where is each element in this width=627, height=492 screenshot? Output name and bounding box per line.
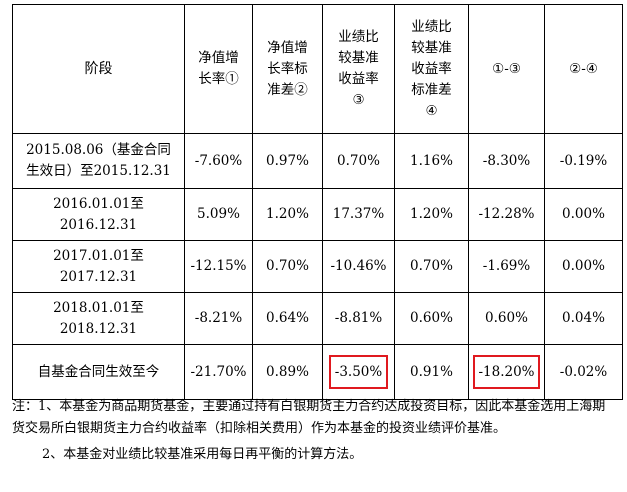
value-cell: -10.46% (322, 240, 395, 293)
header-text: ④ (425, 102, 438, 119)
value-cell: 0.00% (544, 240, 623, 293)
value-cell: 0.04% (544, 292, 623, 345)
stage-text: 2018.01.01至 (53, 299, 144, 316)
stage-text: 2016.01.01至 (53, 195, 144, 212)
header-nav-growth: 净值增 长率① (184, 4, 253, 134)
header-nav-growth-std: 净值增 长率标 准差② (252, 4, 323, 134)
value-cell: 0.91% (394, 344, 469, 400)
value-cell: -12.28% (468, 188, 545, 241)
value-cell: -8.30% (468, 133, 545, 189)
header-row: 阶段 净值增 长率① 净值增 长率标 准差② 业绩比 较基准 收益率 ③ 业绩比… (12, 4, 623, 134)
value-cell: -7.60% (184, 133, 253, 189)
header-text: 业绩比 (338, 29, 379, 45)
value-cell: 0.60% (468, 292, 545, 345)
header-text: 收益率 (411, 60, 452, 77)
header-text: 业绩比 (411, 18, 452, 35)
footnote-2: 2、本基金对业绩比较基准采用每日再平衡的计算方法。 (42, 447, 363, 462)
stage-text: 2016.12.31 (59, 216, 138, 233)
header-text: 阶段 (84, 60, 113, 77)
header-text: 准差② (267, 81, 308, 98)
value-cell: -21.70% (184, 344, 253, 400)
value-cell: 0.97% (252, 133, 323, 189)
value-cell: 0.70% (322, 133, 395, 189)
value-cell: 0.70% (252, 240, 323, 293)
stage-cell: 2018.01.01至 2018.12.31 (12, 292, 185, 345)
table-row: 2017.01.01至 2017.12.31 -12.15% 0.70% -10… (12, 240, 623, 293)
header-text: ②-④ (569, 60, 598, 77)
value-cell: 17.37% (322, 188, 395, 241)
highlight-box: -18.20% (473, 355, 540, 389)
stage-text: 2015.08.06（基金合同 (26, 142, 171, 158)
header-text: 净值增 (267, 39, 308, 56)
value-cell: -18.20% (468, 344, 545, 400)
stage-text: 生效日）至2015.12.31 (26, 163, 171, 179)
value-cell: 1.16% (394, 133, 469, 189)
header-text: 标准差 (411, 81, 452, 98)
value-cell: -1.69% (468, 240, 545, 293)
stage-cell: 2017.01.01至 2017.12.31 (12, 240, 185, 293)
header-text: 净值增 (198, 50, 239, 66)
header-text: 较基准 (338, 50, 379, 66)
stage-cell: 2015.08.06（基金合同 生效日）至2015.12.31 (12, 133, 185, 189)
value-cell: -3.50% (322, 344, 395, 400)
value-cell: 1.20% (252, 188, 323, 241)
value-cell: 0.64% (252, 292, 323, 345)
stage-cell: 自基金合同生效至今 (12, 344, 185, 400)
header-text: 收益率 (338, 71, 379, 87)
table-row: 自基金合同生效至今 -21.70% 0.89% -3.50% 0.91% -18… (12, 344, 623, 400)
value-cell: 0.00% (544, 188, 623, 241)
value-cell: -8.21% (184, 292, 253, 345)
header-text: ③ (352, 92, 365, 108)
value-cell: -12.15% (184, 240, 253, 293)
stage-text: 2018.12.31 (59, 320, 138, 337)
value-cell: 5.09% (184, 188, 253, 241)
header-text: 较基准 (411, 39, 452, 56)
performance-table: 阶段 净值增 长率① 净值增 长率标 准差② 业绩比 较基准 收益率 ③ 业绩比… (12, 4, 623, 400)
value-cell: 0.60% (394, 292, 469, 345)
stage-text: 2017.12.31 (59, 268, 138, 285)
header-benchmark-std: 业绩比 较基准 收益率 标准差 ④ (394, 4, 469, 134)
stage-text: 2017.01.01至 (53, 247, 144, 264)
table-row: 2016.01.01至 2016.12.31 5.09% 1.20% 17.37… (12, 188, 623, 241)
header-benchmark-return: 业绩比 较基准 收益率 ③ (322, 4, 395, 134)
value-cell: -8.81% (322, 292, 395, 345)
table-row: 2018.01.01至 2018.12.31 -8.21% 0.64% -8.8… (12, 292, 623, 345)
value-cell: 0.70% (394, 240, 469, 293)
value-cell: -0.19% (544, 133, 623, 189)
value-cell: 1.20% (394, 188, 469, 241)
highlight-box: -3.50% (328, 355, 389, 389)
header-stage: 阶段 (12, 4, 185, 134)
value-cell: -0.02% (544, 344, 623, 400)
table-row: 2015.08.06（基金合同 生效日）至2015.12.31 -7.60% 0… (12, 133, 623, 189)
footnote-1: 注：1、本基金为商品期货基金，主要通过持有白银期货主力合约达成投资目标，因此本基… (12, 399, 606, 436)
header-text: ①-③ (492, 60, 521, 77)
header-text: 长率① (198, 71, 239, 87)
header-diff-2-4: ②-④ (544, 4, 623, 134)
value-cell: 0.89% (252, 344, 323, 400)
header-diff-1-3: ①-③ (468, 4, 545, 134)
footnotes: 注：1、本基金为商品期货基金，主要通过持有白银期货主力合约达成投资目标，因此本基… (12, 396, 612, 466)
stage-text: 自基金合同生效至今 (37, 363, 160, 380)
stage-cell: 2016.01.01至 2016.12.31 (12, 188, 185, 241)
header-text: 长率标 (267, 60, 308, 77)
